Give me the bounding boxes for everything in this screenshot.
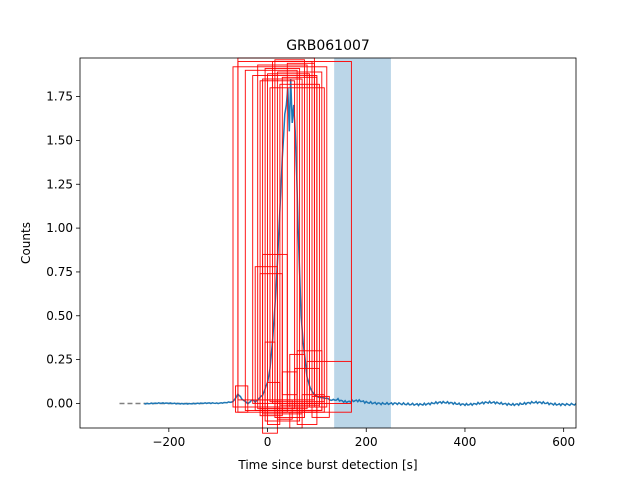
y-tick-label: 1.25	[46, 177, 73, 191]
plot-area	[119, 58, 576, 428]
detection-box	[235, 385, 249, 413]
detection-box	[254, 266, 278, 411]
shaded-interval-layer	[334, 58, 391, 428]
lightcurve-line	[143, 79, 576, 407]
x-tick-label: 0	[264, 435, 272, 449]
y-axis-label: Counts	[19, 222, 33, 264]
y-tick-label: 0.75	[46, 265, 73, 279]
detection-box	[262, 253, 288, 413]
detection-box	[264, 68, 301, 422]
y-tick-label: 1.50	[46, 133, 73, 147]
x-tick-label: 600	[552, 435, 575, 449]
axes-frame	[79, 57, 577, 429]
overflow-boxes-layer	[232, 57, 352, 434]
detection-box	[276, 399, 293, 420]
detection-box	[311, 395, 330, 418]
detection-box	[301, 394, 325, 413]
y-tick-label: 1.00	[46, 221, 73, 235]
y-tick-label: 0.00	[46, 396, 73, 410]
y-tick-label: 0.25	[46, 353, 73, 367]
shaded-interval	[334, 58, 391, 428]
x-axis-label: Time since burst detection [s]	[237, 458, 417, 472]
detection-box	[267, 381, 281, 425]
lightcurve-layer	[143, 79, 576, 407]
chart-title: GRB061007	[286, 38, 370, 54]
x-tick-label: −200	[152, 435, 185, 449]
x-tick-label: 200	[355, 435, 378, 449]
detection-box	[264, 341, 276, 408]
detection-box	[296, 406, 318, 425]
detection-box	[281, 371, 298, 396]
y-tick-label: 0.50	[46, 309, 73, 323]
y-tick-label: 1.75	[46, 90, 73, 104]
y-axis-ticks: 0.00 0.25 0.50 0.75 1.00 1.25 1.50 1.75	[46, 90, 80, 410]
detection-box	[259, 273, 283, 417]
x-tick-label: 400	[454, 435, 477, 449]
x-axis-ticks: −200 0 200 400 600	[152, 428, 575, 449]
